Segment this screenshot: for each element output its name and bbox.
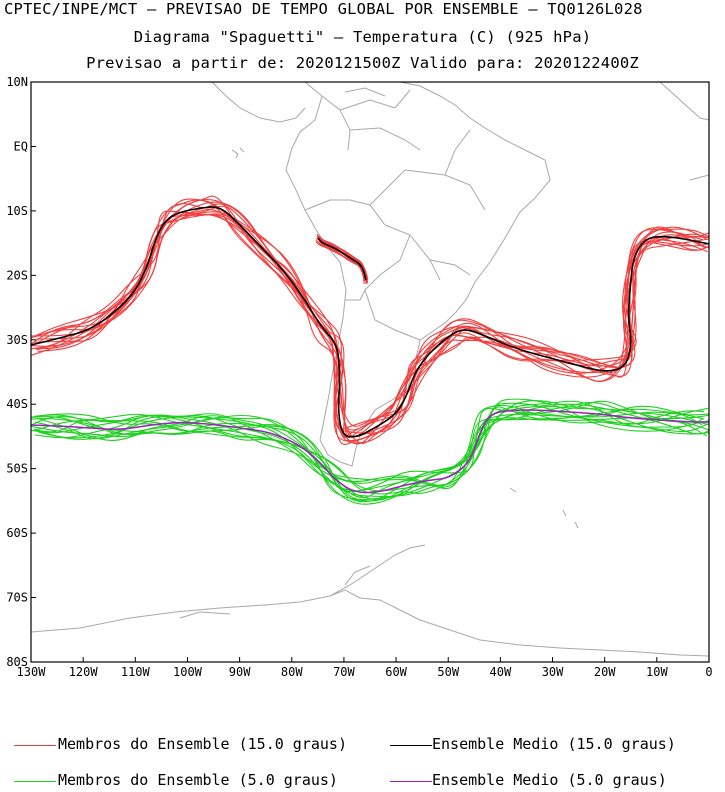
member-15-line <box>31 205 706 430</box>
lon-label: 0 <box>705 665 712 679</box>
lat-label: 80S <box>6 655 28 669</box>
member-15-line <box>31 203 707 431</box>
legend-swatch-members-5 <box>14 781 56 782</box>
lat-label: 10S <box>6 204 28 218</box>
legend-label-mean-15: Ensemble Medio (15.0 graus) <box>432 735 676 753</box>
lon-label: 80W <box>281 665 303 679</box>
title-line-2: Diagrama "Spaguetti" – Temperatura (C) (… <box>133 28 592 46</box>
lat-label: 40S <box>6 397 28 411</box>
member-15-line <box>31 210 709 443</box>
legend-label-members-15: Membros do Ensemble (15.0 graus) <box>58 735 347 753</box>
member-5-line <box>38 400 709 492</box>
lat-label: EQ <box>14 139 28 153</box>
member-5-line <box>31 406 709 500</box>
legend-swatch-members-15 <box>14 745 56 746</box>
coastline-layer <box>31 82 709 657</box>
lon-label: 40W <box>490 665 512 679</box>
member-15-line <box>34 195 708 434</box>
lon-label: 60W <box>385 665 407 679</box>
legend-swatch-mean-5 <box>390 781 432 782</box>
member-15-line <box>31 201 709 427</box>
lat-label: 60S <box>6 526 28 540</box>
africa-coastline <box>659 82 709 181</box>
map-frame <box>30 81 710 663</box>
lon-label: 100W <box>173 665 203 679</box>
title-line-3: Previsao a partir de: 2020121500Z Valido… <box>86 54 639 72</box>
legend-label-members-5: Membros do Ensemble (5.0 graus) <box>58 771 338 789</box>
lat-label: 20S <box>6 268 28 282</box>
islands <box>231 147 579 529</box>
lat-label: 50S <box>6 462 28 476</box>
lat-label: 70S <box>6 591 28 605</box>
lat-label: 30S <box>6 333 28 347</box>
lon-label: 50W <box>437 665 459 679</box>
lat-label: 10N <box>6 75 28 89</box>
member-5-line <box>31 408 703 503</box>
member-5-line <box>34 406 708 493</box>
lon-label: 10W <box>646 665 668 679</box>
mean-15-line <box>31 206 709 438</box>
member-15-line <box>31 211 708 438</box>
lon-label: 30W <box>542 665 564 679</box>
lon-label: 130W <box>17 665 47 679</box>
member-15-andes-line <box>315 241 366 276</box>
central-america-coastline <box>211 82 386 123</box>
member-15-line <box>36 198 709 444</box>
mean-5-line <box>31 409 709 494</box>
legend-swatch-mean-15 <box>390 745 432 746</box>
lon-label: 70W <box>333 665 355 679</box>
title-line-1: CPTEC/INPE/MCT – PREVISAO DE TEMPO GLOBA… <box>4 0 643 18</box>
member-5-line <box>33 400 709 490</box>
member-15-line <box>31 199 709 444</box>
legend-label-mean-5: Ensemble Medio (5.0 graus) <box>432 771 667 789</box>
member-5-line <box>36 400 709 488</box>
country-borders <box>304 89 486 341</box>
lon-label: 110W <box>121 665 151 679</box>
antarctica-coastline <box>31 544 709 657</box>
members-5-group <box>31 398 709 505</box>
lon-label: 20W <box>594 665 616 679</box>
south-america-coastline <box>285 82 551 467</box>
lon-label: 120W <box>69 665 99 679</box>
mean-15-andes-line <box>317 237 367 281</box>
lon-label: 90W <box>229 665 251 679</box>
